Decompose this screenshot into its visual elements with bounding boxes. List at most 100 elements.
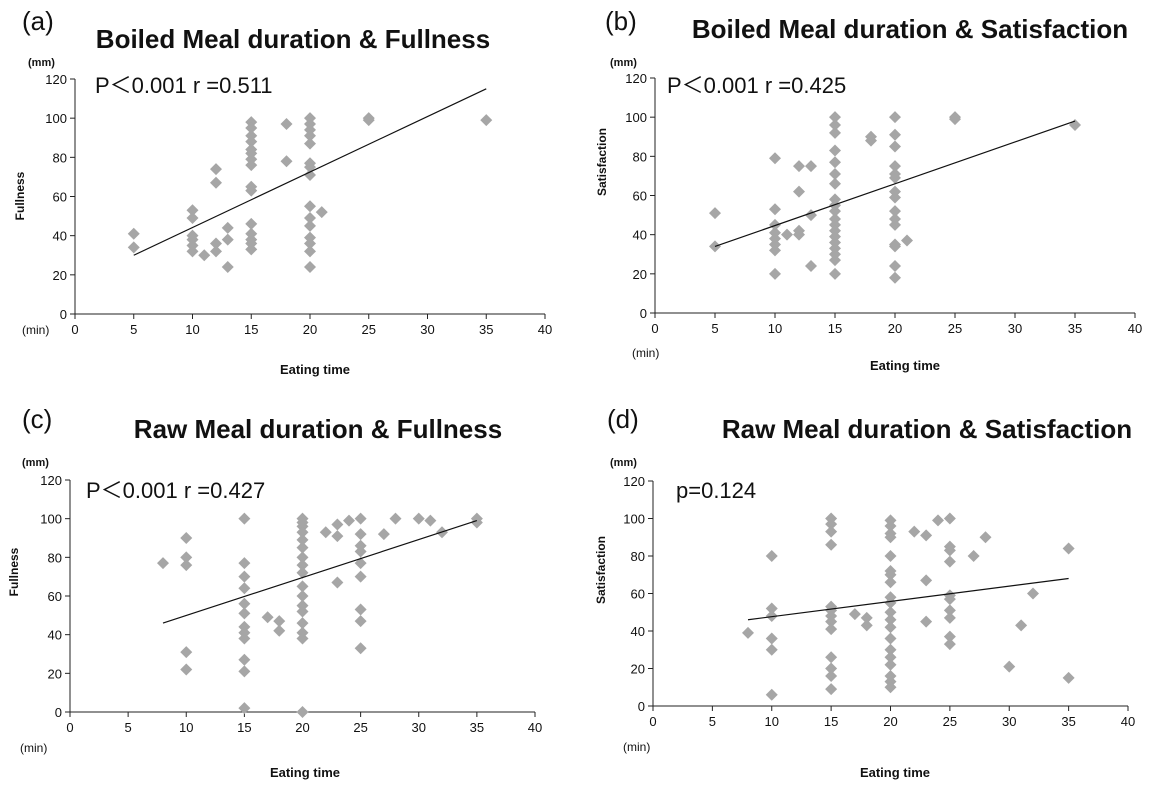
data-point xyxy=(865,134,877,147)
data-point xyxy=(354,528,367,541)
data-point xyxy=(829,119,841,131)
y-tick-label: 120 xyxy=(40,473,62,488)
data-point xyxy=(238,665,251,678)
y-axis-label: Satisfaction xyxy=(595,128,609,196)
data-point xyxy=(829,144,841,157)
y-tick-label: 20 xyxy=(633,267,647,282)
data-point xyxy=(769,218,781,231)
data-point xyxy=(889,260,901,272)
trend-line xyxy=(747,577,1069,621)
data-point xyxy=(889,205,901,218)
x-tick-label: 30 xyxy=(420,322,434,337)
data-point xyxy=(210,163,222,176)
x-tick-label: 25 xyxy=(948,321,962,336)
data-point xyxy=(245,217,258,230)
chart-title: Boiled Meal duration & Fullness xyxy=(96,24,490,54)
chart-c: (c) Raw Meal duration & Fullness P＜0.001 r… xyxy=(7,404,542,780)
x-tick-label: 35 xyxy=(1061,714,1075,729)
x-tick-label: 15 xyxy=(824,714,838,729)
data-point xyxy=(889,140,901,153)
data-point xyxy=(825,518,838,531)
x-tick-label: 15 xyxy=(828,321,842,336)
y-unit-label: (mm) xyxy=(28,57,55,69)
y-tick-label: 60 xyxy=(48,589,62,604)
data-point xyxy=(238,512,251,525)
y-unit-label: (mm) xyxy=(610,457,637,469)
data-point xyxy=(920,574,933,587)
data-point xyxy=(280,155,293,168)
data-point xyxy=(180,551,193,564)
y-tick-label: 20 xyxy=(48,666,62,681)
x-tick-label: 10 xyxy=(179,720,193,735)
y-tick-label: 100 xyxy=(45,111,67,126)
data-point xyxy=(884,658,897,671)
data-point xyxy=(221,261,234,273)
stat-annotation: P＜0.001 r =0.511 xyxy=(95,73,273,98)
data-point xyxy=(884,621,897,634)
data-point xyxy=(889,191,901,204)
x-tick-label: 30 xyxy=(1008,321,1022,336)
data-point xyxy=(829,267,841,280)
data-point xyxy=(884,681,897,694)
panel-label: (d) xyxy=(607,404,639,434)
data-point xyxy=(304,129,316,142)
x-tick-label: 30 xyxy=(412,720,426,735)
panel-label: (a) xyxy=(22,6,54,36)
data-point xyxy=(829,205,841,218)
y-tick-label: 80 xyxy=(53,150,67,165)
data-point xyxy=(889,111,901,124)
data-point xyxy=(765,602,778,615)
y-tick-label: 80 xyxy=(48,550,62,565)
data-point xyxy=(245,135,258,148)
stat-annotation: P＜0.001 r =0.427 xyxy=(86,478,265,503)
data-point xyxy=(805,160,817,173)
x-tick-label: 40 xyxy=(1128,321,1142,336)
data-point xyxy=(296,617,309,630)
data-point xyxy=(238,632,251,645)
panel-label: (c) xyxy=(22,404,52,434)
data-point xyxy=(967,550,980,562)
panel-c: (c) Raw Meal duration & Fullness P＜0.001 r… xyxy=(0,398,575,783)
data-point xyxy=(805,260,817,272)
stat-annotation: P＜0.001 r =0.425 xyxy=(667,73,846,98)
y-axis-label: Fullness xyxy=(13,171,27,220)
x-tick-label: 40 xyxy=(528,720,542,735)
data-point xyxy=(186,204,199,217)
data-point xyxy=(943,604,956,617)
data-point xyxy=(889,240,901,253)
data-point xyxy=(943,544,956,557)
data-point xyxy=(943,611,956,624)
data-point xyxy=(127,241,140,254)
data-point xyxy=(412,512,425,525)
data-point xyxy=(210,176,222,189)
data-point xyxy=(354,603,367,616)
x-tick-label: 5 xyxy=(125,720,132,735)
x-unit-label: (min) xyxy=(632,346,659,360)
y-tick-label: 100 xyxy=(40,512,62,527)
y-axis-label: Fullness xyxy=(7,547,21,596)
data-point xyxy=(825,615,838,628)
data-point xyxy=(304,168,316,181)
data-point xyxy=(884,596,897,609)
data-point xyxy=(210,245,222,258)
data-point xyxy=(860,619,873,632)
data-point xyxy=(354,642,367,655)
data-point xyxy=(825,538,838,551)
data-point xyxy=(943,593,956,606)
data-point xyxy=(296,541,309,554)
data-point xyxy=(889,160,901,173)
x-tick-label: 20 xyxy=(883,714,897,729)
data-point xyxy=(829,167,841,180)
x-tick-label: 15 xyxy=(244,322,258,337)
x-tick-label: 20 xyxy=(888,321,902,336)
x-tick-label: 20 xyxy=(295,720,309,735)
data-point xyxy=(793,228,805,241)
data-point xyxy=(884,550,897,562)
data-point xyxy=(296,605,309,618)
data-point xyxy=(304,200,316,213)
x-tick-label: 5 xyxy=(709,714,716,729)
y-tick-label: 120 xyxy=(625,71,647,86)
data-point xyxy=(296,533,309,546)
data-point xyxy=(180,663,193,676)
data-point xyxy=(331,530,344,543)
